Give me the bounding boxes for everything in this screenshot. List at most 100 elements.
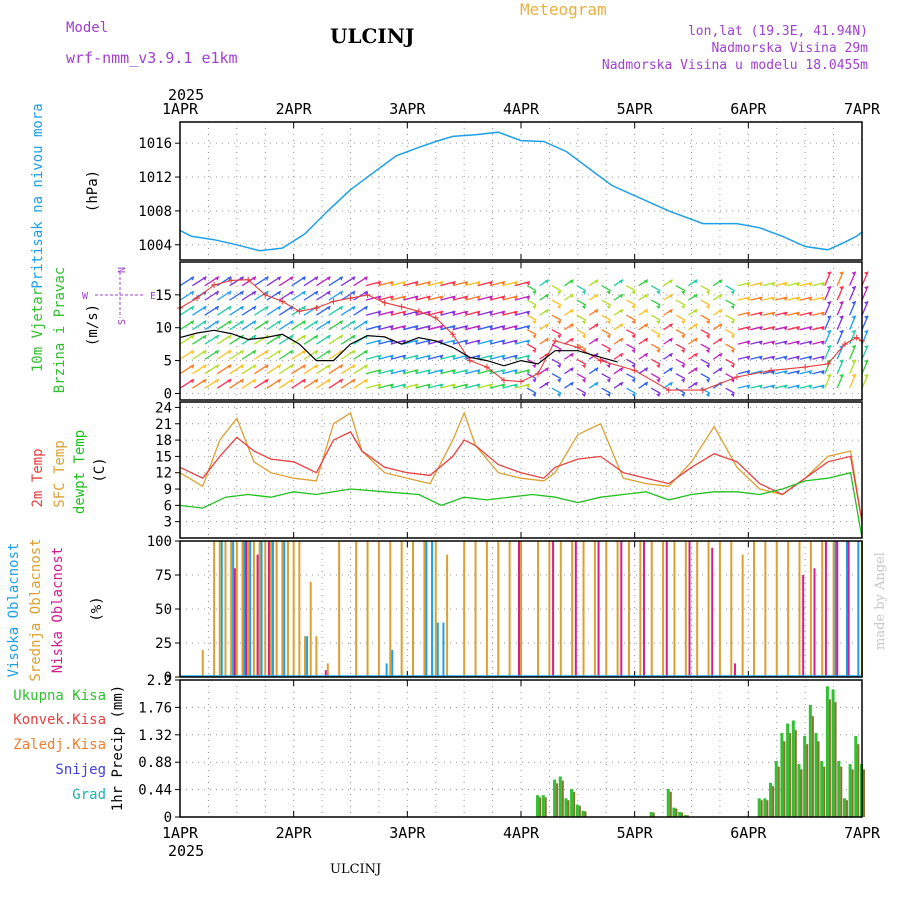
wind-arrowhead [532, 349, 537, 354]
wind-arrowhead [202, 306, 207, 311]
precip-bar [558, 776, 562, 817]
wind-arrowhead [839, 271, 844, 276]
t2m-title: 2m Temp [30, 448, 46, 507]
wind-arrowhead [202, 350, 207, 355]
wind-arrowhead [525, 340, 530, 345]
precip-bar-conv [584, 811, 587, 817]
wind-arrowhead [202, 364, 207, 369]
wind-arrowhead [227, 306, 232, 311]
wind-arrowhead [326, 335, 331, 340]
wind-arrowhead [770, 282, 775, 287]
year-label-top: 2025 [168, 86, 204, 104]
wind-arrowhead [202, 379, 207, 384]
wind-arrowhead [718, 309, 723, 314]
wind-arrowhead [783, 297, 788, 302]
wind-arrowhead [693, 382, 698, 387]
precip-legend-item: Snijeg [55, 762, 106, 778]
wind-arrowhead [668, 294, 673, 299]
wind-arrow [526, 387, 537, 394]
wind-arrowhead [301, 276, 306, 281]
wind-arrowhead [264, 379, 269, 384]
wind-arrowhead [289, 320, 294, 325]
wind-arrowhead [851, 286, 856, 291]
precip-bar-conv [783, 741, 786, 817]
precip-bar [797, 764, 801, 817]
wind-arrow [725, 387, 735, 394]
wind-title-2: Brzina i Pravac [52, 267, 68, 393]
wind-arrow [526, 285, 537, 292]
wind-arrowhead [557, 290, 561, 295]
precip-bar [683, 815, 687, 817]
wind-arrowhead [770, 341, 775, 346]
wind-arrowhead [338, 379, 343, 384]
wind-arrowhead [820, 297, 825, 302]
wind-arrowhead [619, 294, 623, 299]
wind-arrowhead [631, 320, 636, 325]
wind-arrowhead [619, 382, 623, 387]
wind-arrow [601, 343, 611, 350]
wind-arrowhead [758, 385, 763, 390]
wind-arrowhead [594, 279, 599, 284]
wind-arrowhead [314, 379, 318, 384]
wind-arrowhead [532, 364, 537, 369]
wind-arrowhead [851, 271, 856, 276]
wind-arrow [576, 299, 587, 306]
wind-arrowhead [525, 369, 530, 374]
wind-arrowhead [557, 305, 561, 310]
precip-bar [808, 704, 812, 817]
wind-arrowhead [326, 379, 331, 384]
wind-arrowhead [783, 312, 788, 317]
y-tick-label: 1016 [138, 136, 172, 152]
wind-arrowhead [826, 345, 831, 350]
wind-arrowhead [820, 356, 825, 361]
y-tick-label: 1.76 [138, 700, 172, 716]
wind-arrowhead [619, 338, 623, 343]
wind-arrowhead [581, 334, 586, 339]
precip-bar-conv [811, 716, 814, 817]
wind-arrowhead [351, 350, 356, 355]
wind-arrowhead [606, 334, 611, 339]
wind-arrowhead [532, 334, 537, 339]
wind-arrowhead [326, 306, 331, 311]
wind-arrowhead [214, 320, 219, 325]
wind-arrow [526, 299, 537, 306]
compass-w: W [82, 291, 89, 302]
wind-arrowhead [289, 291, 294, 296]
wind-arrowhead [705, 320, 710, 325]
y-tick-label: 25 [155, 636, 172, 652]
wind-arrowhead [643, 367, 648, 372]
day-tick-top: 1APR [162, 100, 199, 118]
wind-arrow [700, 299, 711, 306]
wind-arrow [576, 387, 587, 394]
wind-arrowhead [314, 276, 318, 281]
wind-arrowhead [569, 382, 574, 387]
wind-arrowhead [681, 290, 685, 295]
wind-arrowhead [581, 305, 586, 310]
precip-bar [769, 782, 773, 817]
wind-arrowhead [705, 364, 710, 369]
wind-arrowhead [758, 282, 763, 287]
wind-arrowhead [202, 276, 207, 281]
wind-arrowhead [795, 370, 800, 375]
wind-arrowhead [214, 350, 219, 355]
wind-arrowhead [693, 309, 698, 314]
wind-arrowhead [314, 320, 318, 325]
wind-arrowhead [363, 364, 368, 369]
wind-arrowhead [864, 345, 868, 350]
wind-arrowhead [864, 330, 868, 335]
wind-arrow [675, 285, 686, 292]
wind-arrow [576, 285, 587, 292]
day-tick-top: 5APR [617, 100, 654, 118]
wind-arrowhead [681, 364, 685, 369]
day-tick-top: 3APR [389, 100, 426, 118]
wind-arrowhead [351, 379, 356, 384]
wind-arrowhead [619, 353, 623, 358]
precip-legend-item: Ukupna Kisa [13, 688, 106, 704]
wind-arrow [526, 343, 537, 350]
wind-arrowhead [693, 323, 698, 328]
precip-bar [780, 732, 784, 817]
wind-arrowhead [730, 378, 735, 383]
altitude-label: Nadmorska Visina 29m [711, 41, 868, 56]
model-name: wrf-nmm_v3.9.1 e1km [66, 49, 238, 67]
